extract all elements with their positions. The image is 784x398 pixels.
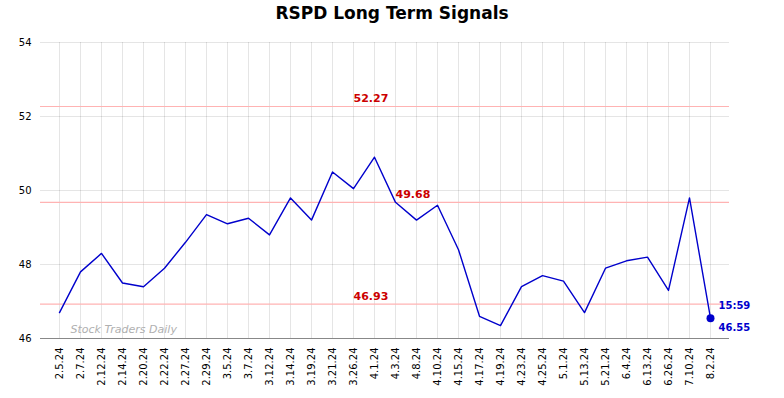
svg-text:4.8.24: 4.8.24 — [411, 348, 422, 380]
svg-text:6.26.24: 6.26.24 — [663, 348, 674, 386]
svg-text:3.19.24: 3.19.24 — [306, 348, 317, 386]
svg-text:3.26.24: 3.26.24 — [348, 348, 359, 386]
svg-text:2.12.24: 2.12.24 — [96, 348, 107, 386]
svg-text:52: 52 — [19, 111, 32, 122]
svg-text:2.29.24: 2.29.24 — [201, 348, 212, 386]
svg-text:3.7.24: 3.7.24 — [243, 348, 254, 380]
svg-text:3.5.24: 3.5.24 — [222, 348, 233, 380]
svg-text:8.2.24: 8.2.24 — [705, 348, 716, 380]
svg-text:4.25.24: 4.25.24 — [537, 348, 548, 386]
svg-text:3.14.24: 3.14.24 — [285, 348, 296, 386]
svg-text:46.55: 46.55 — [719, 322, 751, 333]
svg-text:52.27: 52.27 — [354, 92, 389, 105]
svg-text:4.1.24: 4.1.24 — [369, 348, 380, 380]
svg-text:46.93: 46.93 — [354, 290, 389, 303]
html-text:RSPD Long Term Signals: RSPD Long Term Signals — [275, 3, 509, 23]
svg-text:6.4.24: 6.4.24 — [621, 348, 632, 380]
svg-text:4.3.24: 4.3.24 — [390, 348, 401, 380]
svg-text:5.21.24: 5.21.24 — [600, 348, 611, 386]
svg-text:2.5.24: 2.5.24 — [54, 348, 65, 380]
svg-text:15:59: 15:59 — [719, 300, 751, 311]
svg-text:50: 50 — [19, 185, 32, 196]
svg-text:4.10.24: 4.10.24 — [432, 348, 443, 386]
svg-text:4.23.24: 4.23.24 — [516, 348, 527, 386]
svg-text:49.68: 49.68 — [396, 188, 431, 201]
svg-text:7.10.24: 7.10.24 — [684, 348, 695, 386]
svg-text:54: 54 — [19, 37, 32, 48]
svg-text:3.12.24: 3.12.24 — [264, 348, 275, 386]
svg-text:3.21.24: 3.21.24 — [327, 348, 338, 386]
svg-text:2.27.24: 2.27.24 — [180, 348, 191, 386]
svg-text:4.17.24: 4.17.24 — [474, 348, 485, 386]
svg-text:4.19.24: 4.19.24 — [495, 348, 506, 386]
svg-text:2.7.24: 2.7.24 — [75, 348, 86, 380]
svg-text:46: 46 — [19, 333, 32, 344]
svg-text:5.1.24: 5.1.24 — [558, 348, 569, 380]
svg-text:2.20.24: 2.20.24 — [138, 348, 149, 386]
svg-text:2.22.24: 2.22.24 — [159, 348, 170, 386]
svg-text:5.13.24: 5.13.24 — [579, 348, 590, 386]
svg-text:6.13.24: 6.13.24 — [642, 348, 653, 386]
svg-text:Stock Traders Daily: Stock Traders Daily — [71, 323, 178, 336]
svg-text:4.15.24: 4.15.24 — [453, 348, 464, 386]
svg-text:48: 48 — [19, 259, 32, 270]
svg-text:2.14.24: 2.14.24 — [117, 348, 128, 386]
